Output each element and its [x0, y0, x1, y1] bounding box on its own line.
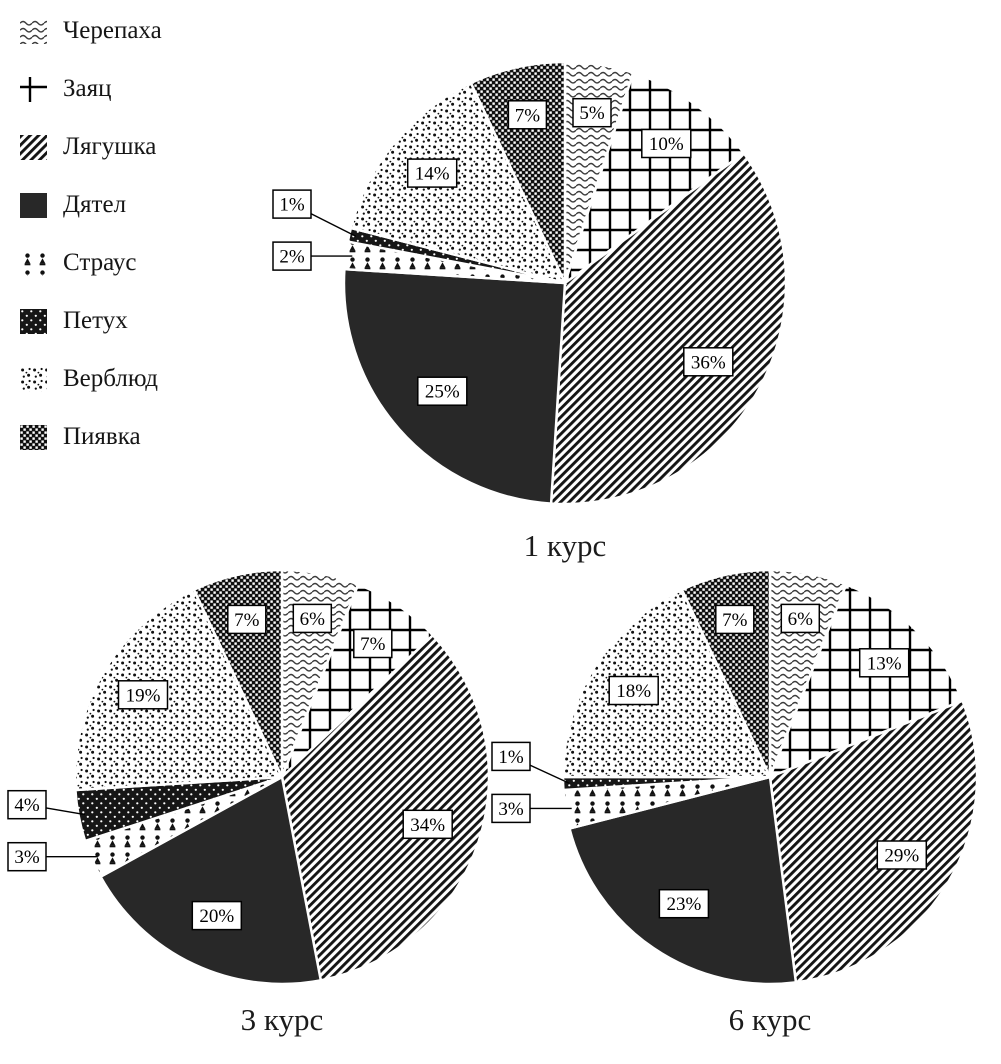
pie-slice-frog	[549, 151, 788, 506]
pie-group-1: 6% 7% 34% 20% 19% 7% 4% 3%	[7, 568, 491, 986]
legend-label: Страус	[63, 249, 137, 276]
legend-item-hare: Заяц	[20, 60, 162, 118]
slice-label-box	[858, 648, 910, 678]
slice-label: 3%	[498, 799, 524, 820]
slice-label-box	[491, 793, 531, 824]
pie-slice-hare	[562, 71, 746, 287]
turtle-pattern-icon	[20, 18, 47, 44]
pie-slice-frog	[280, 633, 491, 982]
slice-label: 6%	[788, 609, 814, 630]
legend-label: Пиявка	[63, 423, 141, 450]
slice-label: 2%	[279, 247, 305, 268]
slice-label-box	[292, 603, 333, 634]
pie-group-2: 6% 13% 29% 23% 18% 7% 1% 3%	[491, 568, 979, 986]
slice-label: 1%	[498, 747, 524, 768]
slice-label-box	[191, 900, 243, 931]
slice-label: 18%	[616, 681, 651, 702]
woodpecker-pattern-icon	[20, 192, 47, 218]
legend-item-ostrich: Страус	[20, 234, 162, 292]
slice-label-box	[715, 604, 755, 635]
legend-label: Петух	[63, 307, 128, 334]
slice-label-box	[227, 604, 267, 635]
legend-item-leech: Пиявка	[20, 408, 162, 466]
slice-label-box	[608, 675, 659, 706]
slice-label: 29%	[884, 846, 919, 867]
pie-slice-camel	[561, 588, 772, 779]
slice-label-box	[658, 888, 710, 919]
camel-pattern-icon	[20, 366, 47, 392]
slice-label: 4%	[14, 795, 40, 816]
slice-label-box	[572, 97, 612, 128]
slice-label: 3%	[14, 847, 40, 868]
slice-label: 14%	[415, 164, 450, 185]
slice-label: 7%	[515, 105, 541, 126]
slice-label: 5%	[579, 103, 605, 124]
legend-item-frog: Лягушка	[20, 118, 162, 176]
leech-pattern-icon	[20, 424, 47, 450]
slice-label-box	[491, 741, 531, 772]
legend-item-turtle: Черепаха	[20, 2, 162, 60]
slice-label: 25%	[425, 382, 460, 403]
slice-label-box	[272, 189, 312, 219]
slice-label-box	[417, 376, 468, 406]
slice-label-box	[353, 628, 393, 659]
slice-label: 7%	[722, 610, 748, 631]
hare-pattern-icon	[20, 76, 47, 102]
legend-item-woodpecker: Дятел	[20, 176, 162, 234]
slice-label-box	[117, 680, 169, 710]
slice-label: 7%	[360, 634, 386, 655]
legend-label: Лягушка	[63, 133, 157, 160]
slice-label-box	[7, 789, 47, 820]
slice-label-box	[7, 841, 47, 872]
legend-item-rooster: Петух	[20, 292, 162, 350]
slice-label: 1%	[279, 195, 305, 216]
slice-label-box	[683, 347, 734, 377]
slice-label: 23%	[666, 894, 701, 915]
legend-label: Дятел	[63, 191, 127, 218]
frog-pattern-icon	[20, 134, 47, 160]
chart-title-6-kurs: 6 курс	[729, 1002, 812, 1037]
pie-slice-hare	[767, 582, 965, 780]
pie-slice-woodpecker	[567, 775, 798, 986]
legend-item-camel: Верблюд	[20, 350, 162, 408]
pie-group-0: 5% 10% 36% 25% 14% 7% 1% 2%	[272, 60, 788, 506]
legend: Черепаха Заяц Лягушка Дятел Страус Петух Вербл…	[20, 2, 162, 466]
rooster-pattern-icon	[20, 308, 47, 334]
slice-label-box	[507, 100, 548, 130]
ostrich-pattern-icon	[20, 250, 47, 276]
legend-label: Заяц	[63, 75, 112, 102]
chart-title-1-kurs: 1 курс	[524, 528, 607, 563]
pie-slice-frog	[768, 699, 979, 984]
slice-label-box	[641, 128, 692, 159]
slice-label: 6%	[300, 609, 326, 630]
pie-slice-woodpecker	[98, 775, 323, 986]
pie-slice-camel	[349, 81, 568, 285]
slice-label-box	[406, 158, 458, 188]
slice-label: 34%	[410, 815, 445, 836]
slice-label-box	[876, 840, 928, 870]
slice-label-box	[780, 603, 821, 634]
slice-label-box	[272, 241, 312, 271]
slice-label: 10%	[649, 134, 684, 155]
legend-label: Черепаха	[63, 17, 162, 44]
slice-label: 7%	[234, 610, 260, 631]
slice-label-box	[402, 809, 453, 840]
slice-label: 36%	[691, 352, 726, 373]
slice-label: 13%	[867, 653, 902, 674]
pie-slice-camel	[73, 588, 284, 792]
legend-label: Верблюд	[63, 365, 158, 392]
chart-title-3-kurs: 3 курс	[241, 1002, 324, 1037]
slice-label: 19%	[126, 685, 161, 706]
slice-label: 20%	[199, 906, 234, 927]
